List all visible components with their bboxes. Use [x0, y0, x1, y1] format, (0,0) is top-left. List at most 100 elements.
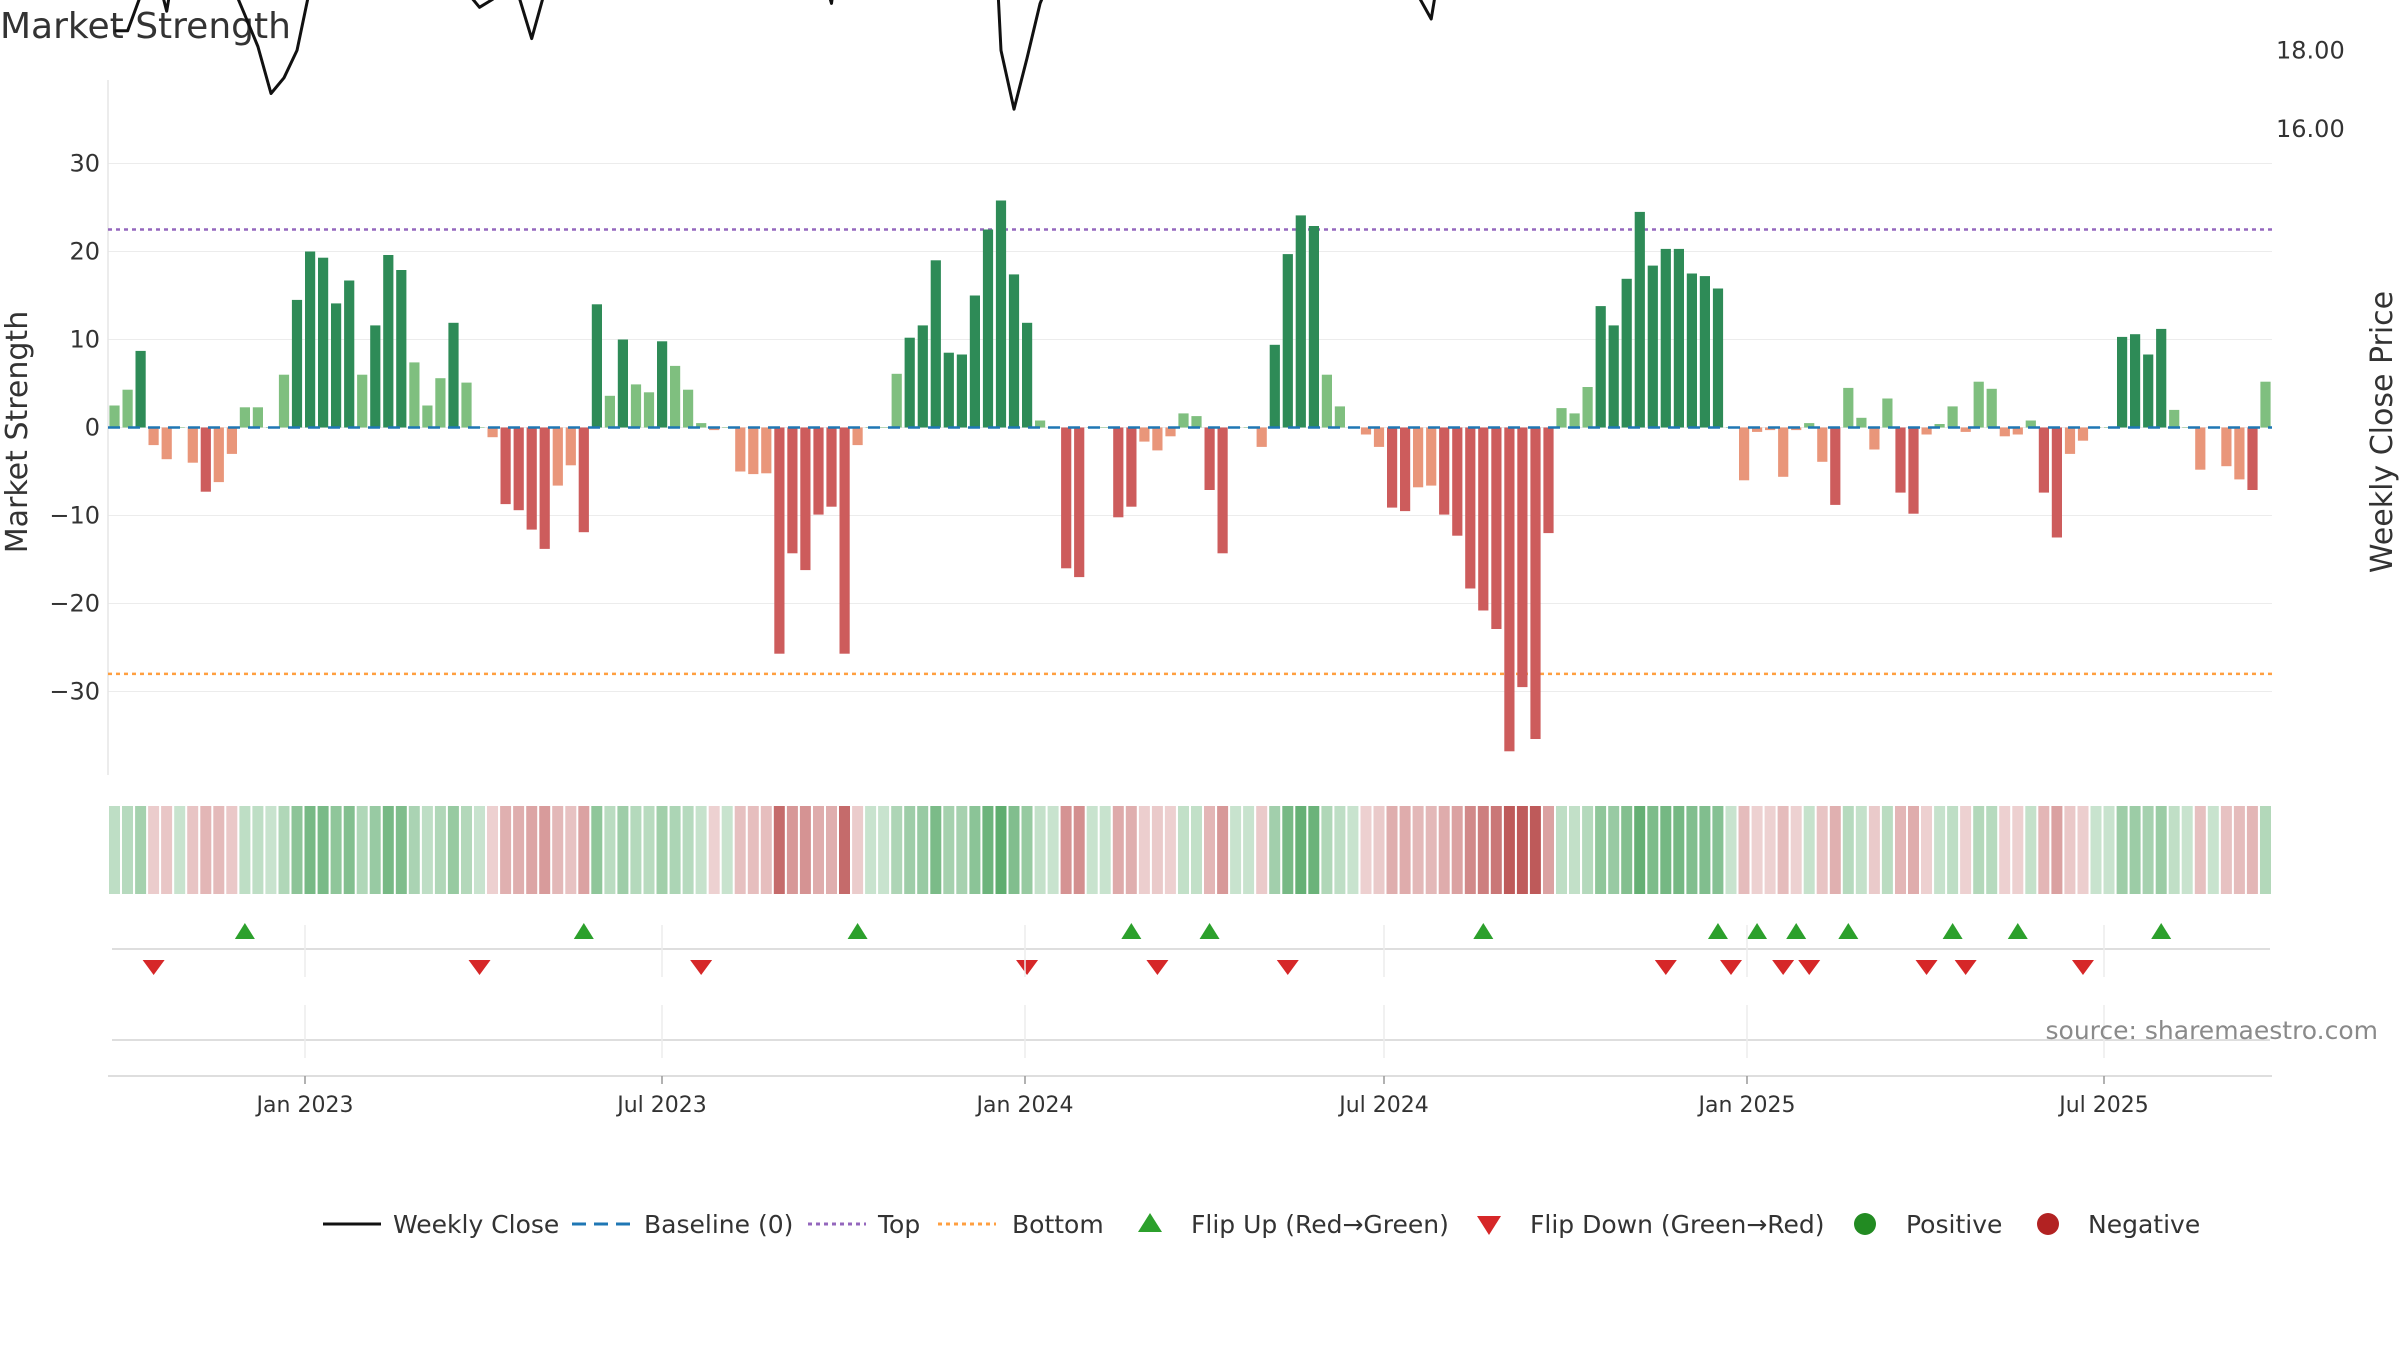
legend-dot-icon [2037, 1213, 2059, 1235]
strength-bar [2012, 427, 2023, 435]
flip-down-marker [142, 960, 165, 975]
heat-cell [1543, 806, 1554, 894]
heat-cell [1999, 806, 2011, 894]
heat-cell [369, 806, 381, 894]
heat-cell [2077, 806, 2089, 894]
strength-bar [461, 382, 472, 428]
chart-title: Market Strength [0, 6, 291, 47]
strength-bar [291, 299, 303, 428]
strength-bar [1804, 423, 1815, 428]
strength-bar [1204, 427, 1215, 490]
heat-cell [1438, 806, 1450, 894]
heat-cell [474, 806, 485, 894]
legend-flip-up-icon [1138, 1213, 1162, 1232]
heat-cell [356, 806, 368, 894]
strength-bar [1256, 427, 1267, 447]
heat-cell [395, 806, 407, 894]
heat-cell [1477, 806, 1489, 894]
heat-cell [708, 806, 720, 894]
heat-cell [1373, 806, 1385, 894]
heat-cell [1621, 806, 1633, 894]
strength-bar [1465, 427, 1476, 589]
heat-cell [1947, 806, 1959, 894]
heat-cell [2090, 806, 2102, 894]
heat-cell [1686, 806, 1698, 894]
heat-cell [513, 806, 525, 894]
heat-cell [1986, 806, 1998, 894]
heat-cell [343, 806, 355, 894]
strength-bar [2182, 427, 2193, 428]
strength-bar [1608, 325, 1619, 428]
heat-cell [1256, 806, 1268, 894]
strength-bar [761, 427, 772, 474]
heat-cell [1503, 806, 1515, 894]
strength-bar [1569, 413, 1580, 428]
heat-cell [565, 806, 577, 894]
strength-bar [1752, 427, 1763, 432]
heat-cell [109, 806, 120, 894]
heat-cell [1399, 806, 1411, 894]
strength-bar [1699, 276, 1710, 428]
strength-bar [1061, 427, 1072, 569]
legend: Weekly Close Baseline (0) Top Bottom Flip Up… [323, 1210, 2200, 1239]
strength-bar [643, 392, 655, 428]
strength-bar [1712, 288, 1724, 428]
heat-cell [1934, 806, 1946, 894]
strength-bar [1191, 416, 1202, 428]
heat-cell [213, 806, 225, 894]
heat-cell [1582, 806, 1594, 894]
heat-cell [1595, 806, 1607, 894]
flip-down-marker [1954, 960, 1977, 975]
x-tick-label: Jan 2025 [1697, 1093, 1796, 1118]
heat-cell [1112, 806, 1124, 894]
heat-cell [278, 806, 290, 894]
heat-cell [1060, 806, 1072, 894]
strength-bar [982, 229, 994, 428]
strength-bar [1869, 427, 1880, 450]
heat-cell [1230, 806, 1242, 894]
strength-bar [2143, 354, 2154, 428]
heat-cell [591, 806, 603, 894]
heat-cell [1868, 806, 1880, 894]
heat-cell [1464, 806, 1476, 894]
heat-cell [421, 806, 433, 894]
strength-bar [357, 374, 368, 428]
heat-cell [2168, 806, 2180, 894]
strength-bar [852, 427, 863, 446]
left-tick-label: −10 [49, 502, 100, 530]
strength-bar [1100, 427, 1111, 428]
strength-bar [2195, 427, 2206, 470]
strength-bar [422, 405, 433, 428]
strength-bar [500, 427, 511, 505]
heat-cell [1269, 806, 1281, 894]
strength-bar [2077, 427, 2089, 441]
heat-cell [500, 806, 512, 894]
strength-bar [1478, 427, 1489, 611]
heat-cell [1569, 806, 1580, 894]
strength-bar [2038, 427, 2049, 493]
left-tick-label: 30 [69, 150, 100, 178]
strength-bar [1165, 427, 1176, 437]
strength-bar [1321, 374, 1332, 428]
flip-up-marker [1942, 923, 1963, 939]
heat-cell [2103, 806, 2115, 894]
strength-bar [826, 427, 837, 507]
strength-bar [396, 270, 407, 428]
strength-bar [1660, 248, 1671, 428]
heat-cell [734, 806, 746, 894]
strength-bar [591, 304, 602, 428]
left-axis-title: Market Strength [0, 311, 35, 553]
heat-cell [161, 806, 173, 894]
heat-cell [786, 806, 798, 894]
heat-cell [1412, 806, 1424, 894]
heat-cell [1516, 806, 1528, 894]
left-tick-label: 0 [85, 414, 100, 442]
x-tick-label: Jul 2024 [1337, 1093, 1429, 1118]
heat-cell [1217, 806, 1229, 894]
flip-up-marker [847, 923, 868, 939]
heat-cell [930, 806, 942, 894]
heat-cell [2038, 806, 2050, 894]
right-tick-label: 18.00 [2276, 36, 2345, 64]
legend-label: Bottom [1012, 1210, 1104, 1239]
